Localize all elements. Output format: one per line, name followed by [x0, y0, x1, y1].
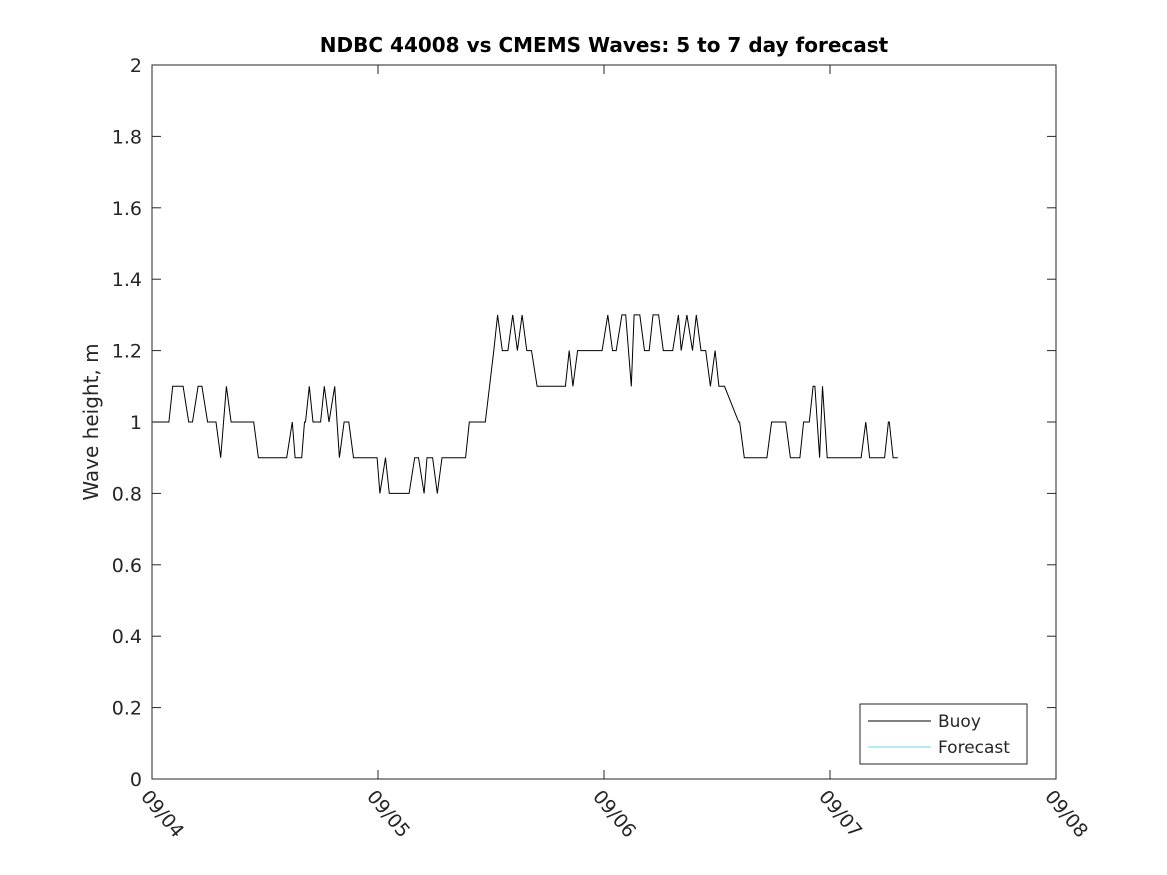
y-tick-label: 0.6 — [112, 555, 142, 577]
x-tick-label: 09/05 — [362, 786, 414, 842]
y-tick-label: 1.6 — [112, 198, 142, 220]
y-axis-ticks: 0 0.2 0.4 0.6 0.8 1 1.2 1.4 1.6 1.8 2 — [112, 55, 1056, 791]
legend-box — [859, 703, 1028, 765]
legend: Buoy Forecast — [859, 703, 1028, 765]
y-tick-label: 1.2 — [112, 341, 142, 363]
x-tick-label: 09/08 — [1040, 786, 1092, 842]
chart-title: NDBC 44008 vs CMEMS Waves: 5 to 7 day fo… — [320, 33, 889, 57]
y-tick-label: 1.4 — [112, 269, 142, 291]
plot-area — [151, 64, 1057, 780]
y-axis-label: Wave height, m — [79, 343, 103, 500]
y-tick-label: 1.8 — [112, 126, 142, 148]
x-tick-label: 09/04 — [136, 786, 188, 842]
legend-label-forecast: Forecast — [938, 738, 1010, 758]
y-tick-label: 2 — [130, 55, 142, 77]
y-tick-label: 0.8 — [112, 483, 142, 505]
y-tick-label: 0 — [130, 769, 142, 791]
series-lines — [152, 314, 898, 494]
x-tick-label: 09/06 — [588, 786, 640, 842]
x-tick-label: 09/07 — [814, 786, 866, 842]
y-tick-label: 0.2 — [112, 698, 142, 720]
series-line-buoy — [152, 314, 898, 494]
y-tick-label: 0.4 — [112, 626, 142, 648]
legend-label-buoy: Buoy — [938, 712, 981, 732]
y-tick-label: 1 — [130, 412, 142, 434]
